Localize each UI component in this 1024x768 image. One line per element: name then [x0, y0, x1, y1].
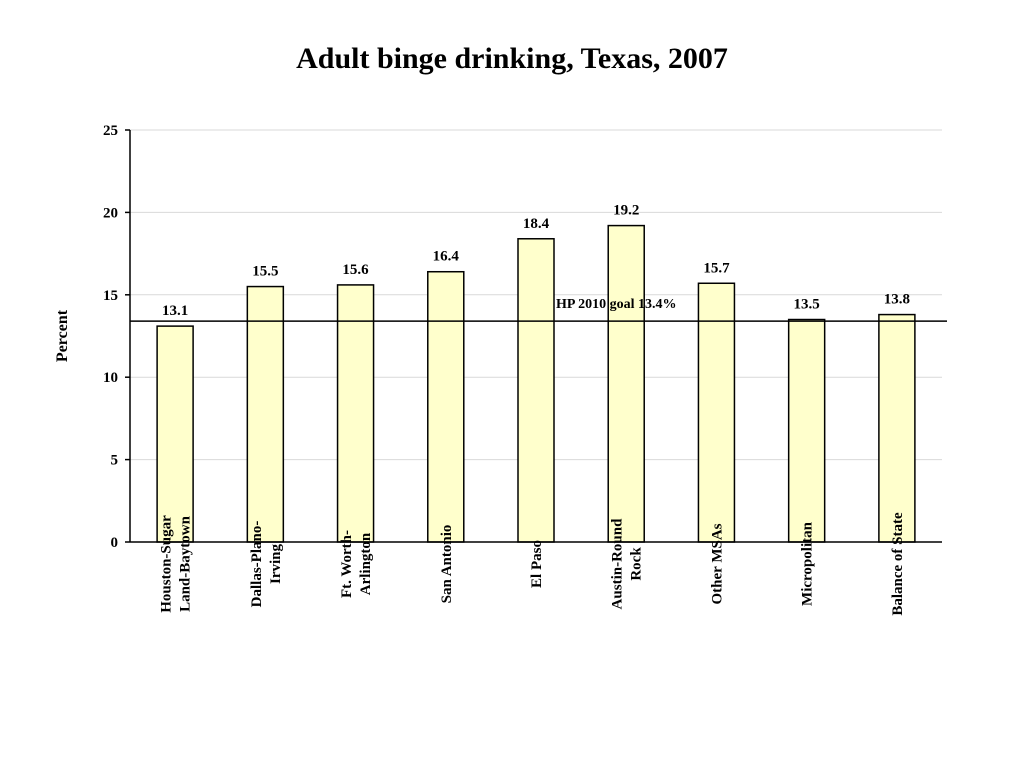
- bar: [697, 282, 736, 543]
- x-category-label-line: Land-Baytown: [178, 515, 194, 612]
- bar: [517, 238, 555, 543]
- data-label: 16.4: [433, 249, 460, 265]
- data-label: 15.6: [342, 262, 369, 278]
- x-category-label: Houston-Sugar Land-Baytown: [159, 515, 194, 613]
- x-category-label: El Paso: [529, 540, 545, 588]
- bar: [607, 224, 645, 543]
- x-category-label: San Antonio: [439, 525, 455, 604]
- y-tick-label: 5: [111, 453, 119, 469]
- data-label: 18.4: [523, 216, 550, 232]
- data-label: 15.5: [252, 264, 278, 280]
- y-tick-label: 15: [103, 288, 118, 304]
- x-category-label-line: Rock: [629, 547, 645, 581]
- x-category-label: Austin-Round Rock: [610, 518, 645, 610]
- y-tick-label: 10: [103, 370, 118, 386]
- x-category-label: Other MSAs: [709, 523, 725, 604]
- x-category-label-line: Arlington: [358, 532, 374, 595]
- bar: [156, 325, 194, 543]
- data-label: 13.1: [162, 303, 188, 319]
- data-label: 15.7: [703, 260, 730, 276]
- x-category-label-line: Austin-Round: [610, 518, 626, 610]
- x-category-label-line: Irving: [268, 544, 284, 585]
- x-category-label-line: San Antonio: [439, 525, 455, 604]
- bar: [427, 270, 465, 543]
- x-category-label-line: Houston-Sugar: [159, 515, 175, 613]
- x-category-label: Micropolitan: [800, 521, 816, 606]
- y-tick-label: 20: [103, 205, 118, 221]
- goal-reference-label: HP 2010 goal 13.4%: [556, 297, 677, 312]
- data-label: 13.8: [884, 292, 910, 308]
- bar: [787, 318, 826, 543]
- x-category-label-line: Ft. Worth-: [339, 530, 355, 598]
- x-category-label-line: El Paso: [529, 540, 545, 588]
- chart-title: Adult binge drinking, Texas, 2007: [296, 42, 728, 75]
- data-label: 19.2: [613, 203, 639, 219]
- bar: [878, 313, 916, 543]
- y-tick-label: 25: [103, 123, 118, 139]
- y-tick-label: 0: [111, 535, 119, 551]
- x-category-label-line: Other MSAs: [709, 523, 725, 604]
- x-category-label-line: Micropolitan: [800, 521, 816, 606]
- data-label: 13.5: [794, 297, 820, 313]
- bar: [246, 285, 285, 543]
- x-category-label-line: Dallas-Plano-: [249, 521, 265, 608]
- bar: [336, 284, 375, 543]
- x-category-label-line: Balance of State: [890, 512, 906, 616]
- y-axis-label: Percent: [54, 309, 71, 362]
- x-category-label: Balance of State: [890, 512, 906, 616]
- x-category-label: Ft. Worth- Arlington: [339, 530, 374, 598]
